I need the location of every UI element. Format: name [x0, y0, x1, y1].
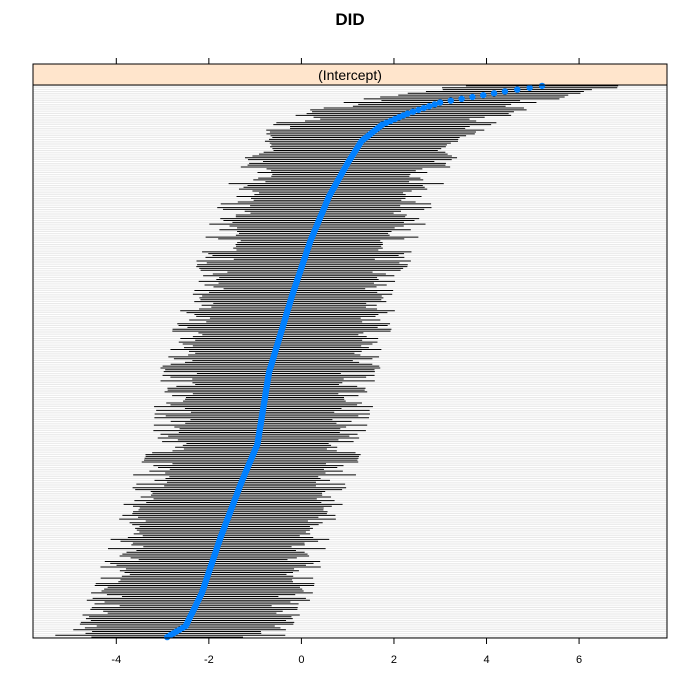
- bottom-axis: -4 -2 0 2 4 6: [111, 638, 582, 666]
- estimate-point: [501, 88, 509, 95]
- estimate-point: [458, 95, 465, 103]
- panel-strip-label: (Intercept): [318, 67, 382, 83]
- estimate-point: [538, 82, 546, 90]
- x-tick-label: -4: [111, 654, 121, 666]
- estimate-point: [431, 101, 438, 108]
- estimate-points: [164, 82, 546, 641]
- panel-border: [32, 84, 668, 639]
- estimate-point: [490, 90, 498, 97]
- estimate-point: [447, 97, 454, 104]
- estimate-point: [514, 86, 521, 93]
- estimate-point: [409, 108, 417, 115]
- estimate-point: [426, 102, 433, 110]
- estimate-point: [480, 91, 487, 99]
- x-tick-label: 0: [298, 654, 304, 666]
- estimate-point: [469, 93, 476, 101]
- x-tick-label: 4: [483, 654, 489, 666]
- x-tick-label: 6: [576, 654, 582, 666]
- estimate-point: [526, 84, 533, 91]
- chart-title: DID: [335, 10, 364, 29]
- x-tick-label: -2: [204, 654, 214, 666]
- estimate-point: [436, 99, 444, 106]
- estimate-point: [404, 110, 411, 117]
- estimate-point: [415, 106, 422, 114]
- x-tick-label: 2: [391, 654, 397, 666]
- estimate-point: [420, 104, 428, 112]
- top-axis-ticks: [115, 58, 580, 64]
